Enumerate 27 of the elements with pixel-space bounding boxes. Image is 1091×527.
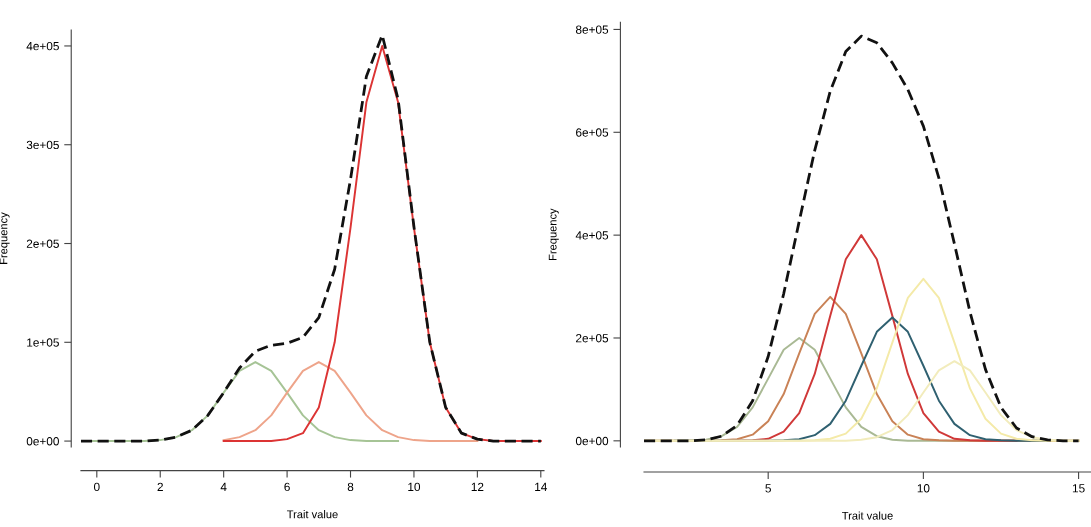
x-tick-label: 6 (284, 482, 290, 492)
y-tick-label: 0e+00 (575, 436, 609, 446)
x-tick-label: 0 (93, 482, 100, 492)
x-tick-label: 14 (535, 482, 548, 491)
y-tick-label: 2e+05 (26, 239, 59, 248)
x-axis-title: Trait value (842, 511, 893, 520)
x-tick-label: 8 (347, 482, 354, 492)
x-axis-title: Trait value (286, 510, 338, 519)
x-tick-label: 4 (220, 482, 227, 491)
x-tick-label: 15 (1072, 484, 1085, 493)
y-tick-label: 8e+05 (575, 25, 609, 34)
y-tick-label: 3e+05 (26, 140, 59, 150)
y-tick-label: 0e+00 (26, 437, 59, 446)
line-series (644, 34, 1080, 443)
x-tick-label: 5 (765, 484, 771, 493)
y-tick-label: 2e+05 (576, 334, 609, 343)
y-tick-label: 6e+05 (576, 128, 609, 137)
y-axis-title: Frequency (548, 208, 559, 260)
y-tick-label: 1e+05 (27, 338, 59, 347)
x-tick-label: 10 (408, 482, 421, 492)
y-tick-label: 4e+05 (575, 231, 609, 240)
y-axis-title: Frequency (0, 212, 10, 264)
x-tick-label: 2 (157, 482, 163, 491)
y-tick-label: 4e+05 (26, 41, 59, 51)
x-tick-label: 10 (917, 484, 930, 493)
x-tick-label: 12 (471, 482, 484, 491)
line-series (222, 361, 479, 443)
